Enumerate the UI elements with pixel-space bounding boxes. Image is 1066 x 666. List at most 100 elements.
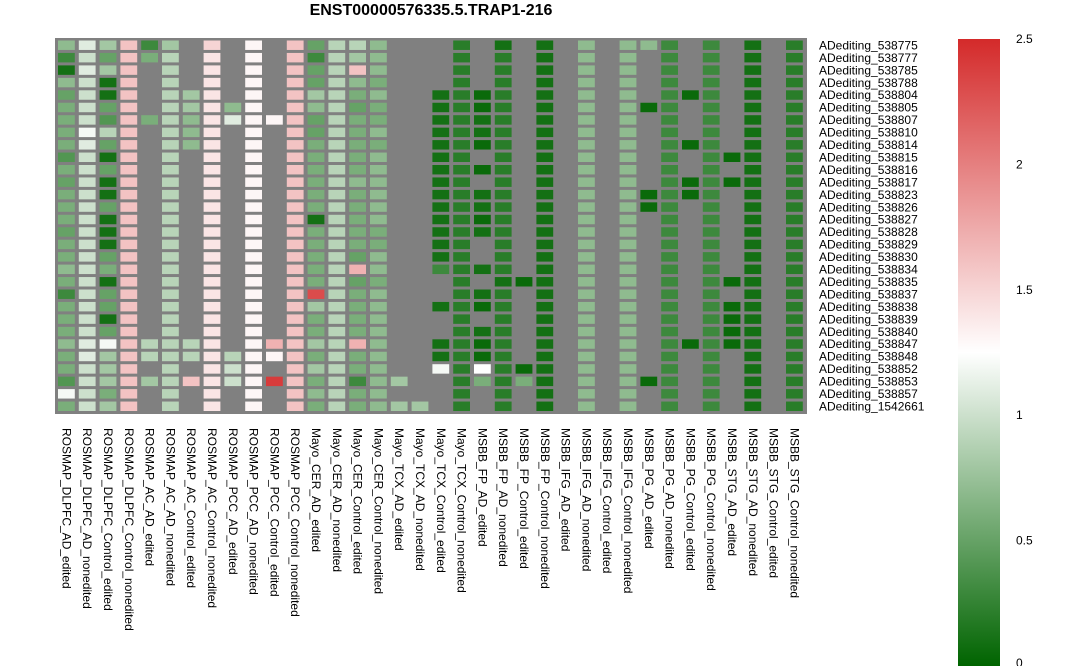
heatmap-cell — [640, 65, 658, 75]
column-label: ROSMAP_DLPFC_AD_edited — [59, 428, 73, 589]
heatmap-cell — [661, 364, 678, 374]
heatmap-cell — [307, 77, 325, 88]
heatmap-cell — [640, 401, 658, 411]
heatmap-cell — [619, 165, 637, 175]
row-label: ADediting_538810 — [819, 126, 918, 140]
heatmap-cell — [723, 277, 741, 287]
heatmap-cell — [661, 214, 678, 225]
heatmap-cell — [765, 301, 782, 312]
heatmap-cell — [411, 289, 429, 299]
heatmap-cell — [598, 152, 616, 162]
heatmap-cell — [744, 115, 762, 125]
heatmap-cell — [411, 77, 429, 88]
heatmap-cell — [411, 389, 429, 399]
heatmap-cell — [141, 65, 158, 75]
heatmap-cell — [702, 289, 720, 299]
heatmap-cell — [682, 326, 699, 337]
heatmap-cell — [515, 401, 533, 411]
heatmap-cell — [390, 52, 408, 63]
heatmap-cell — [78, 140, 96, 150]
heatmap-cell — [349, 115, 366, 125]
heatmap-cell — [411, 90, 429, 100]
heatmap-cell — [224, 52, 242, 63]
heatmap-cell — [224, 301, 242, 312]
heatmap-cell — [245, 52, 262, 63]
heatmap-cell — [307, 202, 325, 212]
heatmap-cell — [182, 90, 200, 100]
heatmap-cell — [162, 177, 179, 187]
heatmap-cell — [619, 401, 637, 411]
heatmap-cell — [640, 301, 658, 312]
heatmap-cell — [224, 127, 242, 138]
heatmap-cell — [286, 364, 304, 374]
heatmap-cell — [557, 90, 574, 100]
heatmap-cell — [349, 90, 366, 100]
heatmap-cell — [370, 115, 387, 125]
heatmap-cell — [141, 314, 158, 324]
heatmap-cell — [515, 339, 533, 349]
column-label: MSBB_FP_Control_nonedited — [538, 428, 552, 589]
heatmap-cell — [162, 65, 179, 75]
heatmap-cell — [141, 189, 158, 200]
heatmap-cell — [515, 314, 533, 324]
heatmap-cell — [141, 140, 158, 150]
heatmap-cell — [224, 252, 242, 262]
heatmap-cell — [245, 364, 262, 374]
heatmap-cell — [786, 102, 803, 113]
heatmap-cell — [141, 301, 158, 312]
row-label: ADediting_538853 — [819, 375, 918, 389]
heatmap-cell — [578, 364, 595, 374]
heatmap-cell — [370, 376, 387, 387]
heatmap-cell — [682, 239, 699, 250]
heatmap-cell — [598, 189, 616, 200]
heatmap-cell — [536, 115, 554, 125]
heatmap-cell — [120, 202, 138, 212]
heatmap-cell — [370, 52, 387, 63]
heatmap-cell — [349, 177, 366, 187]
heatmap-cell — [598, 177, 616, 187]
heatmap-cell — [494, 277, 512, 287]
heatmap-cell — [536, 264, 554, 275]
heatmap-cell — [682, 140, 699, 150]
heatmap-cell — [182, 364, 200, 374]
heatmap-cell — [58, 202, 75, 212]
heatmap-cell — [682, 376, 699, 387]
heatmap-cell — [494, 339, 512, 349]
heatmap-cell — [286, 301, 304, 312]
heatmap-cell — [682, 364, 699, 374]
heatmap-cell — [99, 102, 117, 113]
heatmap-cell — [266, 52, 283, 63]
heatmap-cell — [58, 189, 75, 200]
heatmap-cell — [370, 40, 387, 50]
heatmap-cell — [286, 376, 304, 387]
heatmap-cell — [786, 202, 803, 212]
heatmap-cell — [619, 314, 637, 324]
heatmap-cell — [702, 376, 720, 387]
heatmap-cell — [723, 65, 741, 75]
heatmap-cell — [619, 277, 637, 287]
heatmap-cell — [245, 214, 262, 225]
column-label: Mayo_CER_AD_nonedited — [330, 428, 344, 572]
heatmap-cell — [723, 239, 741, 250]
heatmap-cell — [224, 189, 242, 200]
heatmap-cell — [266, 326, 283, 337]
heatmap-cell — [266, 65, 283, 75]
heatmap-cell — [203, 314, 221, 324]
heatmap-cell — [765, 189, 782, 200]
heatmap-cell — [598, 202, 616, 212]
heatmap-cell — [203, 189, 221, 200]
heatmap-cell — [723, 102, 741, 113]
heatmap-cell — [390, 189, 408, 200]
heatmap-cell — [453, 165, 470, 175]
heatmap-cell — [702, 326, 720, 337]
heatmap-cell — [557, 239, 574, 250]
heatmap-cell — [578, 351, 595, 362]
heatmap-cell — [349, 351, 366, 362]
heatmap-cell — [536, 77, 554, 88]
heatmap-cell — [453, 326, 470, 337]
heatmap-cell — [307, 177, 325, 187]
heatmap-cell — [224, 90, 242, 100]
heatmap-cell — [682, 314, 699, 324]
heatmap-cell — [786, 314, 803, 324]
heatmap-cell — [723, 326, 741, 337]
